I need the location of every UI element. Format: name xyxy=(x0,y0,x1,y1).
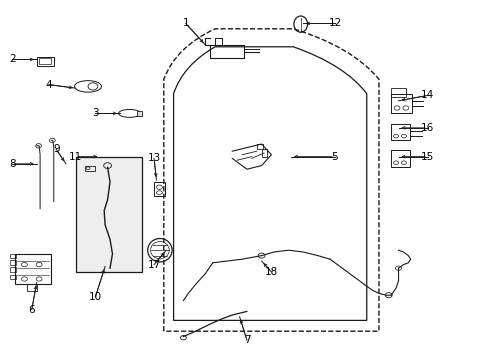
Bar xyxy=(154,182,164,196)
Text: 8: 8 xyxy=(9,159,16,169)
Bar xyxy=(76,157,142,272)
Bar xyxy=(10,260,16,265)
Text: 2: 2 xyxy=(9,54,16,64)
Bar xyxy=(84,166,95,171)
Bar xyxy=(210,45,244,58)
Text: 6: 6 xyxy=(28,305,35,315)
Bar xyxy=(390,94,411,113)
Bar xyxy=(390,150,409,167)
Bar xyxy=(137,111,142,116)
Bar xyxy=(261,149,267,157)
Text: 3: 3 xyxy=(92,108,99,118)
Bar xyxy=(10,267,16,272)
Text: 13: 13 xyxy=(147,153,161,163)
Text: 12: 12 xyxy=(327,18,341,28)
Bar xyxy=(215,38,222,45)
Text: 17: 17 xyxy=(147,260,161,270)
Bar xyxy=(390,124,409,140)
Text: 7: 7 xyxy=(243,335,250,345)
Bar xyxy=(15,254,51,284)
Bar xyxy=(256,144,262,149)
Text: 9: 9 xyxy=(53,144,60,154)
Text: 4: 4 xyxy=(45,80,52,90)
Text: 11: 11 xyxy=(69,152,82,162)
Bar xyxy=(39,58,51,64)
Bar xyxy=(27,284,37,291)
Text: 5: 5 xyxy=(331,152,338,162)
Text: 18: 18 xyxy=(264,267,278,277)
Text: 15: 15 xyxy=(420,152,434,162)
Text: 1: 1 xyxy=(182,18,189,28)
Text: 16: 16 xyxy=(420,123,434,133)
Bar xyxy=(390,88,405,97)
Bar xyxy=(10,275,16,279)
Text: 14: 14 xyxy=(420,90,434,100)
Text: 10: 10 xyxy=(89,292,102,302)
Bar xyxy=(10,254,16,258)
Bar xyxy=(37,57,54,66)
